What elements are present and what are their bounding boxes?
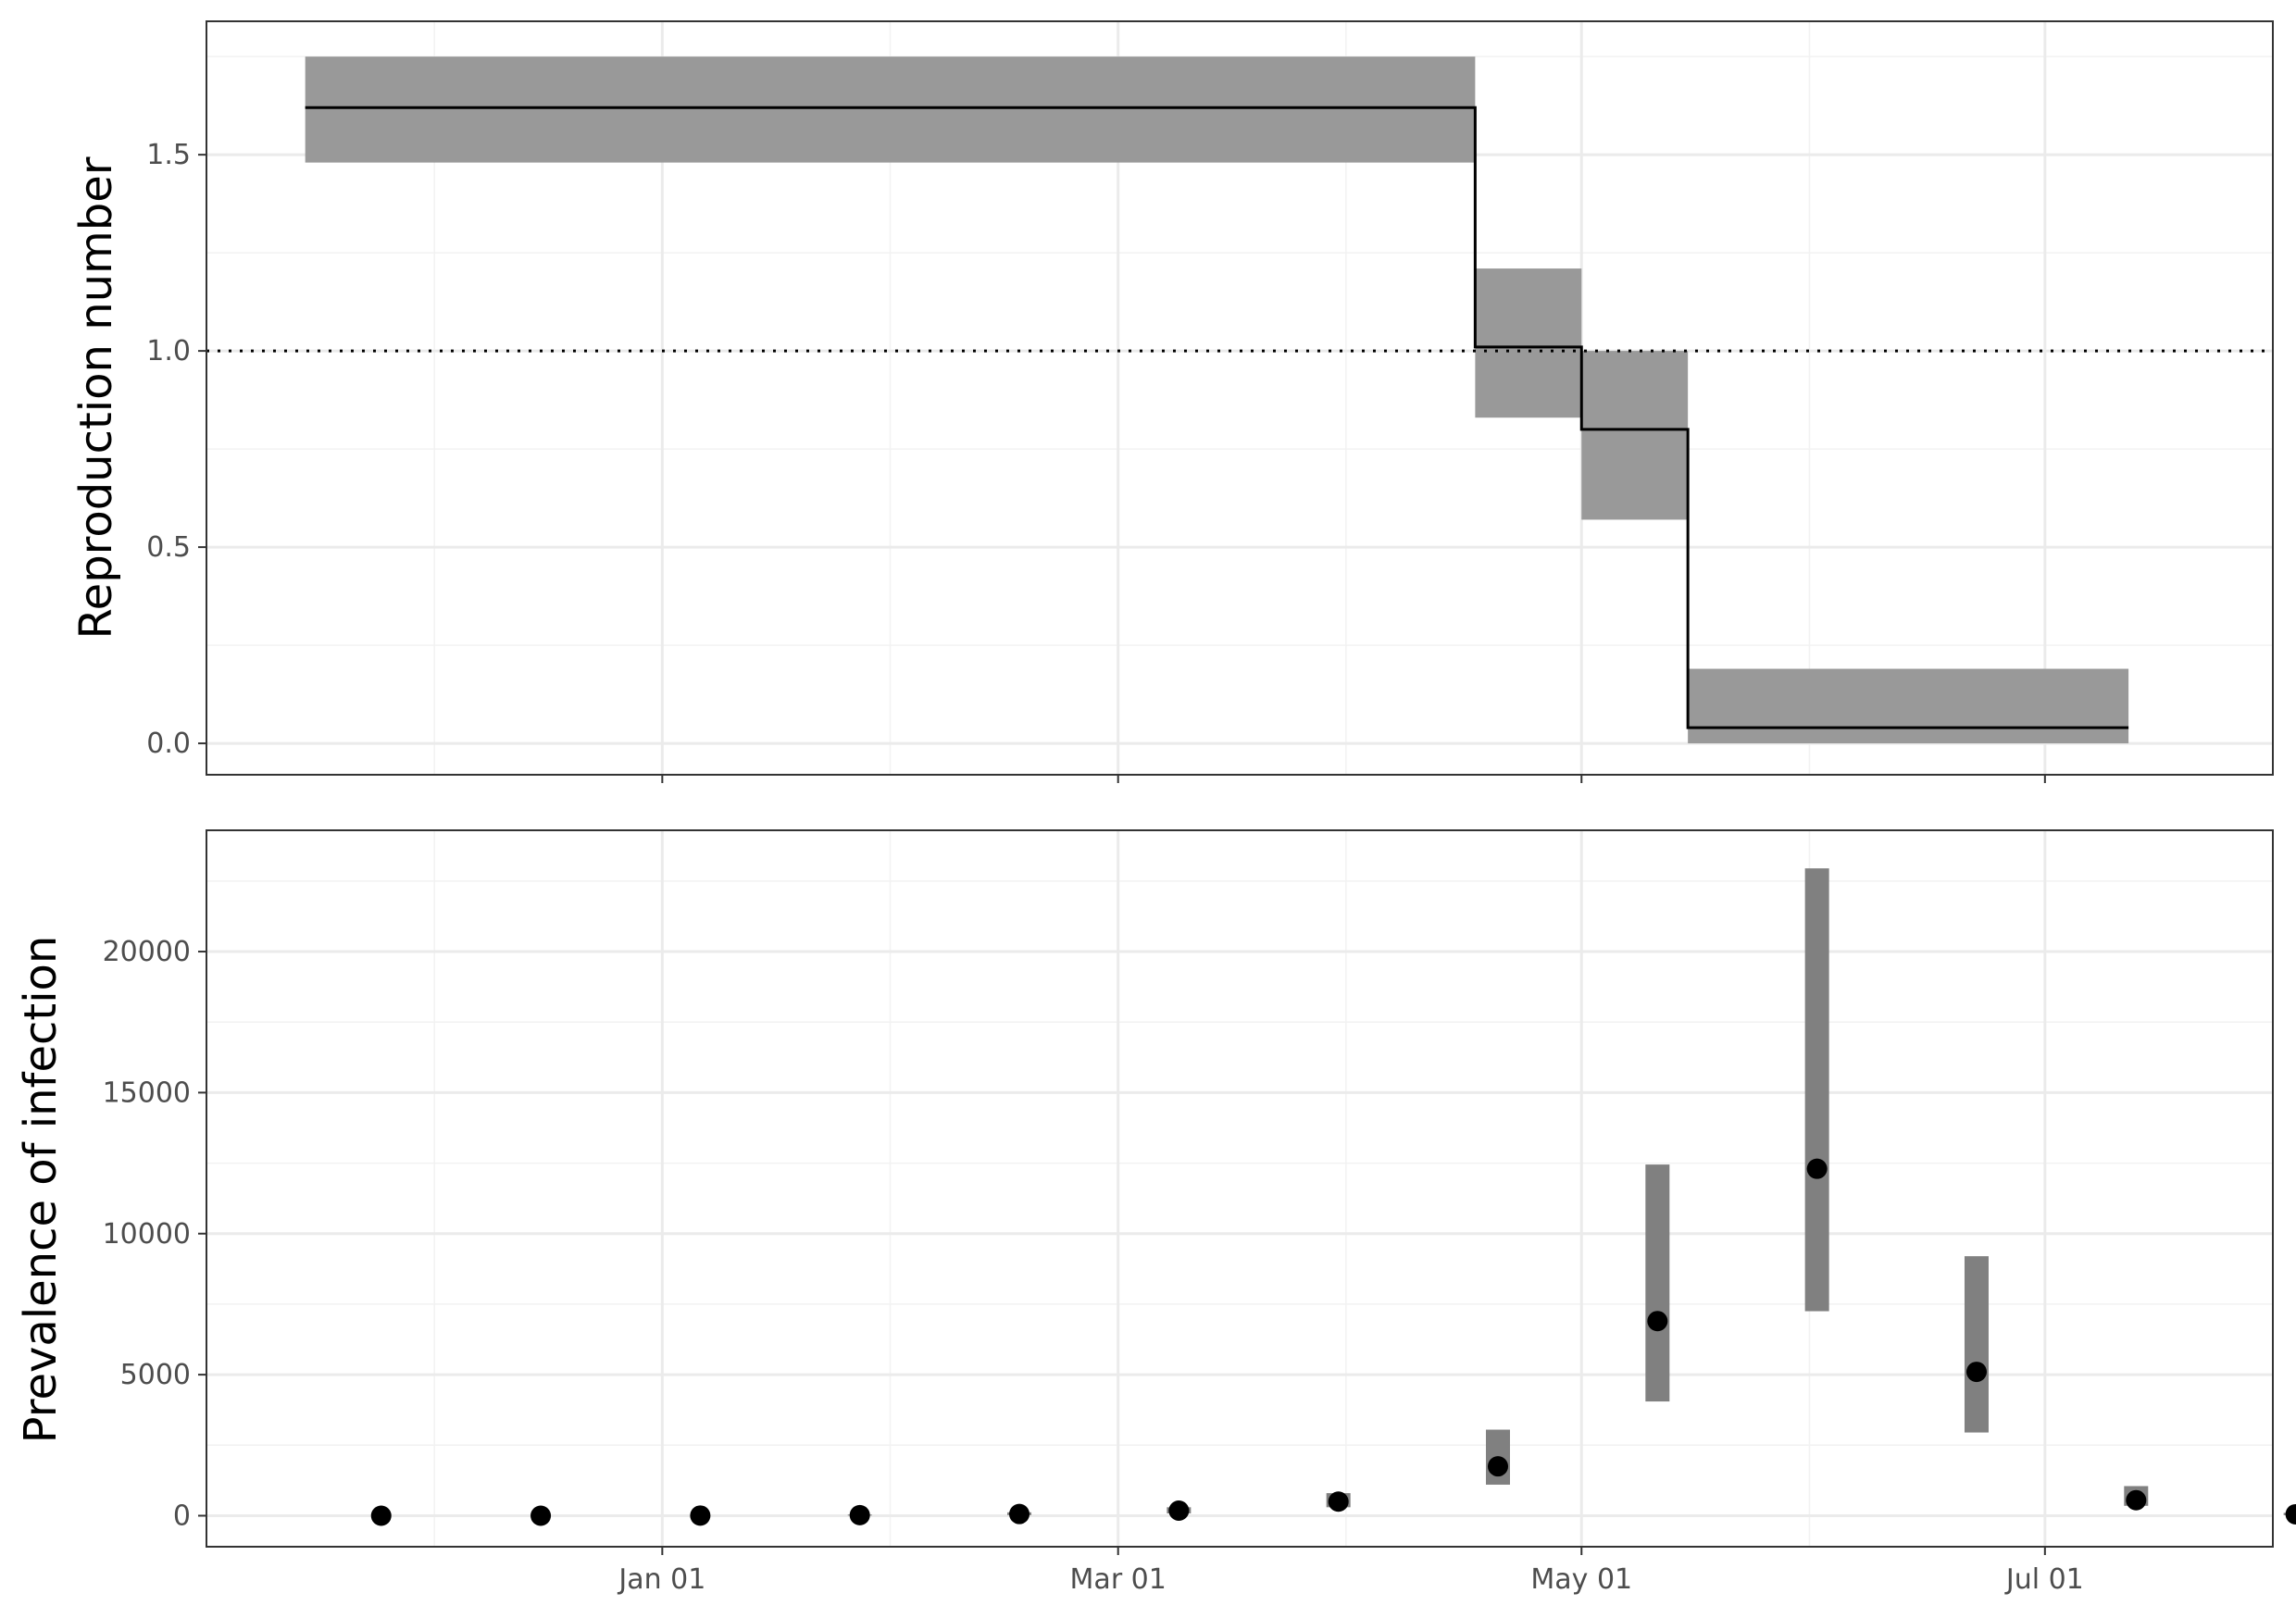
prevalence-interval [1964,1256,1989,1433]
prevalence-point [1965,1362,1987,1383]
prevalence-point [370,1505,392,1526]
prevalence-point [1806,1158,1828,1179]
reproduction-number-panel: 0.0 0.5 1.0 1.5 Reproduction number [70,20,2274,783]
top-panel-border [206,20,2274,776]
y-tick-label: 20000 [103,936,191,968]
prevalence-interval [1645,1164,1670,1402]
x-tick-label: Jul 01 [2004,1563,2084,1596]
prevalence-point [1328,1491,1349,1512]
y-tick-label: 0.5 [146,531,191,564]
reproduction-uncertainty-bands [305,56,2129,744]
y-tick-label: 1.0 [146,335,191,367]
prevalence-point [1488,1456,1508,1477]
prevalence-point [530,1505,552,1526]
x-tick-label: Jan 01 [617,1563,705,1596]
x-tick-label: Mar 01 [1070,1563,1167,1596]
x-tick-label: May 01 [1530,1563,1632,1596]
y-tick-label: 15000 [103,1077,191,1109]
prevalence-point [690,1505,711,1526]
bottom-panel-border [206,829,2274,1548]
y-tick-label: 0.0 [146,728,191,760]
prevalence-point [1647,1311,1668,1332]
prevalence-point [1009,1503,1030,1525]
uncertainty-band [305,56,1476,163]
prevalence-point [1168,1500,1190,1521]
uncertainty-band [1581,351,1689,520]
top-y-axis: 0.0 0.5 1.0 1.5 [146,139,206,760]
prevalence-interval-bars [847,868,2296,1516]
y-tick-label: 1.5 [146,139,191,171]
bottom-panel-background [206,830,2273,1547]
bottom-y-axis: 0 5000 10000 15000 20000 [103,936,206,1532]
uncertainty-band [1475,268,1582,418]
prevalence-point [849,1504,870,1525]
x-axis: Jan 01 Mar 01 May 01 Jul 01 [617,1547,2084,1596]
uncertainty-band [1688,668,2129,744]
y-tick-label: 5000 [120,1359,191,1391]
top-x-ticks [661,775,2046,783]
prevalence-point [2126,1489,2147,1511]
y-tick-label: 10000 [103,1218,191,1251]
prevalence-point [2285,1503,2296,1525]
y-axis-title-prevalence: Prevalence of infection [15,936,67,1444]
y-tick-label: 0 [173,1500,191,1532]
prevalence-points [370,1158,2296,1526]
y-axis-title-reproduction: Reproduction number [70,156,122,639]
reproduction-step-line [305,106,2129,729]
prevalence-interval [1804,868,1829,1312]
